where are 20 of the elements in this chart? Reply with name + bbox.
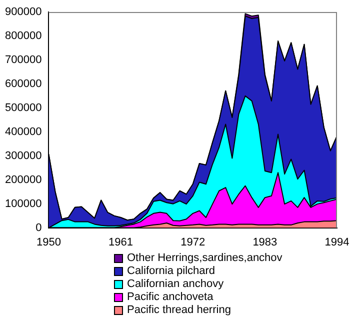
y-tick-label: 600000 <box>4 78 42 90</box>
x-tick-label: 1950 <box>36 236 61 248</box>
y-tick-label: 800000 <box>4 30 42 42</box>
y-tick-label: 0 <box>36 222 42 234</box>
legend-label: Other Herrings,sardines,anchov <box>127 252 282 265</box>
y-tick-label: 200000 <box>4 174 42 186</box>
x-tick-label: 1972 <box>180 236 206 248</box>
y-tick-label: 400000 <box>4 126 42 138</box>
y-tick-label: 700000 <box>4 54 42 66</box>
legend-label: Californian anchovy <box>127 278 224 291</box>
y-tick-label: 500000 <box>4 102 42 114</box>
y-tick-label: 900000 <box>4 6 42 18</box>
y-tick-label: 100000 <box>4 198 42 210</box>
legend-label: California pilchard <box>127 265 216 278</box>
x-tick-label: 1961 <box>108 236 134 248</box>
legend-label: Pacific anchoveta <box>127 291 214 304</box>
y-tick-label: 300000 <box>4 150 42 162</box>
x-tick-label: 1983 <box>252 236 278 248</box>
legend-label: Pacific thread herring <box>127 304 231 317</box>
x-tick-label: 1994 <box>324 236 350 248</box>
